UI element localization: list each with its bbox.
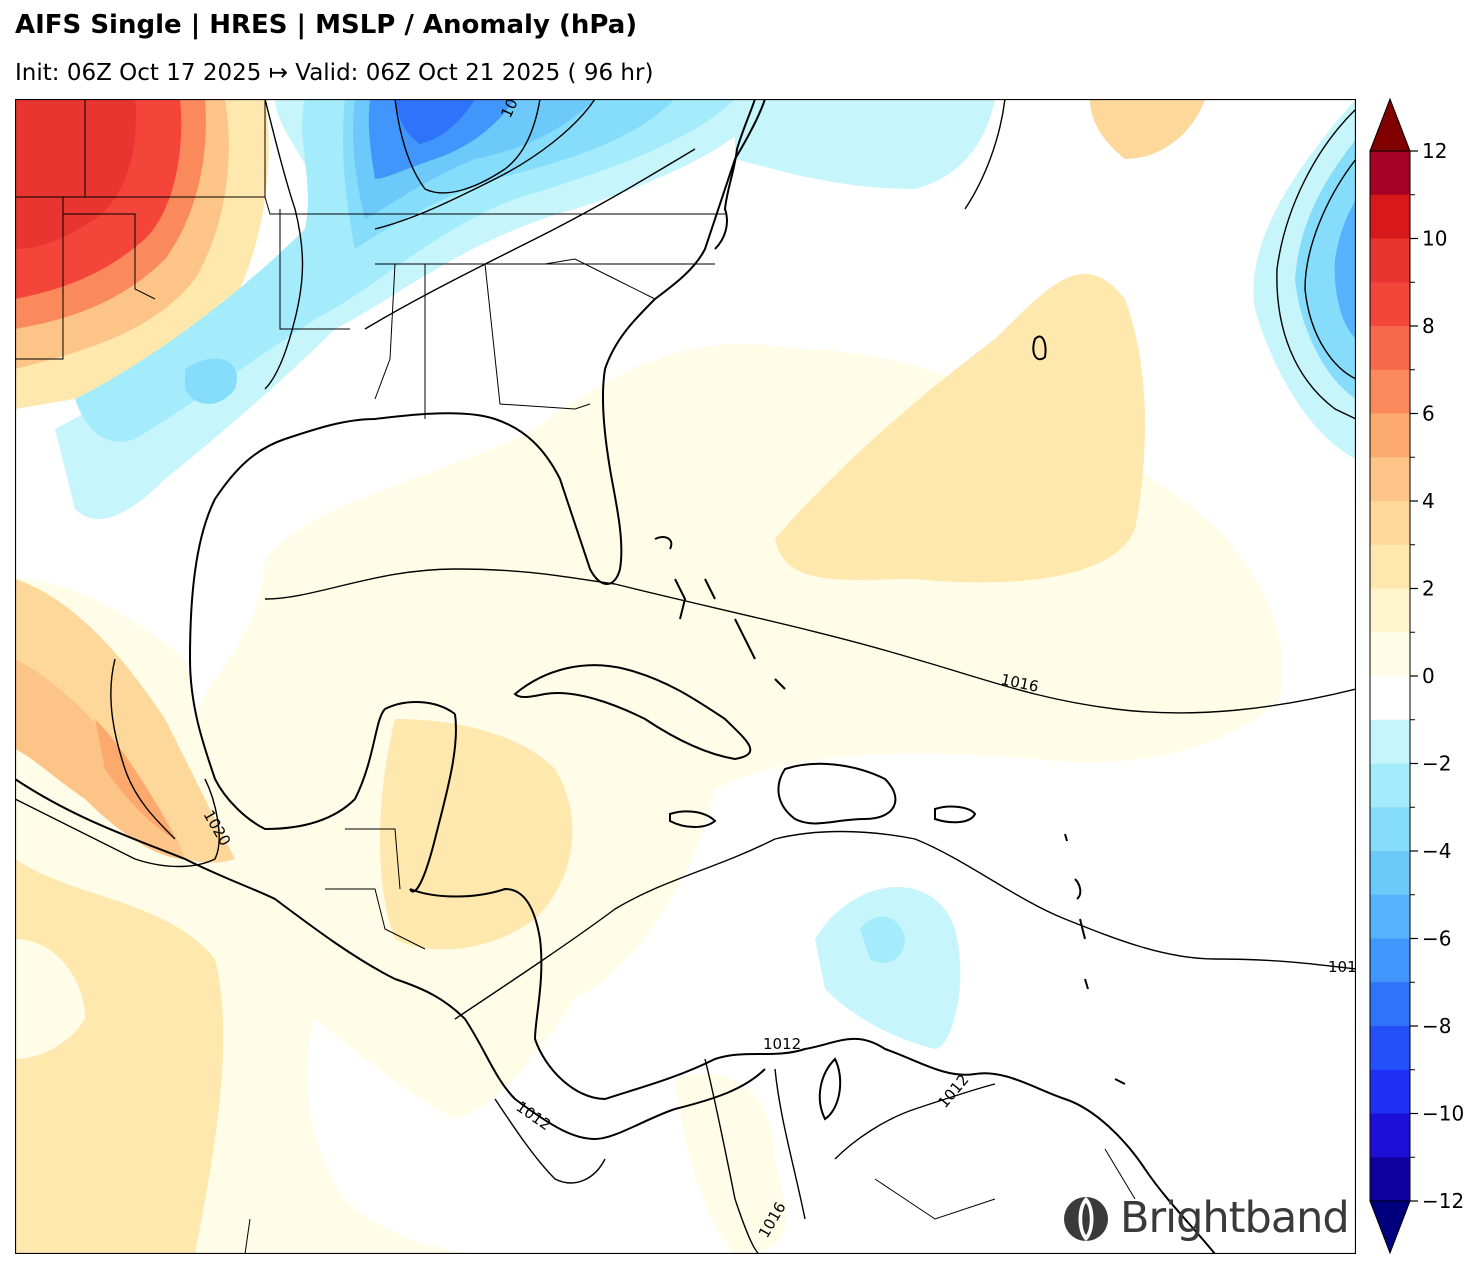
colorbar-band: [1370, 982, 1410, 1027]
contour-label-1012-a: 1012: [763, 1035, 801, 1053]
colorbar-band: [1370, 763, 1410, 808]
colorbar-tick-label: −2: [1422, 752, 1451, 776]
colorbar-tick-label: 4: [1422, 489, 1435, 513]
brightband-logo-icon: [1064, 1197, 1108, 1241]
anomaly-region-neg-small: [185, 358, 237, 404]
colorbar-band: [1370, 807, 1410, 852]
colorbar-band: [1370, 413, 1410, 458]
anomaly-region-pos3: [380, 719, 573, 950]
colorbar-band: [1370, 194, 1410, 239]
colorbar-band: [1370, 151, 1410, 196]
anomaly-region-neg-1: [55, 99, 775, 519]
colorbar-tick-label: −4: [1422, 839, 1451, 863]
colorbar-tick-label: 12: [1422, 139, 1447, 163]
colorbar-band: [1370, 1026, 1410, 1071]
anomaly-region-neg-east-3: [1334, 199, 1356, 339]
anomaly-region-pacific: [15, 859, 224, 1254]
colorbar-band: [1370, 632, 1410, 677]
colorbar-band: [1370, 1113, 1410, 1158]
anomaly-region-pos-south: [675, 1073, 786, 1254]
colorbar-band: [1370, 457, 1410, 502]
colorbar-under-arrow: [1369, 1200, 1411, 1255]
colorbar-band: [1370, 588, 1410, 633]
anomaly-region-mexico3: [95, 719, 175, 839]
colorbar-ticks: 12 10 8 6 4 2 0 −2 −4 −6 −8 −10 −12: [1410, 139, 1464, 1213]
isobars: [15, 99, 1356, 1254]
anomaly-region-neg-2: [75, 99, 735, 442]
brightband-logo: Brightband: [1062, 1192, 1352, 1246]
chart-subtitle: Init: 06Z Oct 17 2025 ↦ Valid: 06Z Oct 2…: [15, 60, 654, 86]
colorbar-band: [1370, 676, 1410, 721]
anomaly-region-mexico: [15, 579, 235, 863]
anomaly-region-neg-east-2: [1295, 139, 1356, 399]
colorbar-tick-label: 10: [1422, 227, 1447, 251]
political-borders: [15, 99, 1136, 1254]
colorbar-band: [1370, 938, 1410, 983]
anomaly-region-neg-ne: [735, 99, 995, 189]
brightband-logo-text: Brightband: [1120, 1193, 1350, 1243]
colorbar-band: [1370, 719, 1410, 764]
colorbar-band: [1370, 1157, 1410, 1202]
colorbar-tick-label: 0: [1422, 664, 1435, 688]
colorbar-tick-label: −8: [1422, 1014, 1451, 1038]
colorbar-band: [1370, 326, 1410, 371]
anomaly-region-pacific-inner: [15, 939, 85, 1059]
coastlines: [15, 99, 1216, 1254]
anomaly-region-neg-carib: [815, 886, 961, 1049]
contour-label-101-edge: 101: [1328, 958, 1356, 976]
colorbar-tick-label: −12: [1422, 1189, 1464, 1213]
colorbar-band: [1370, 1069, 1410, 1114]
colorbar-band: [1370, 282, 1410, 327]
colorbar-band: [1370, 501, 1410, 546]
colorbar-tick-label: −6: [1422, 927, 1451, 951]
colorbar-band: [1370, 544, 1410, 589]
anomaly-region-nw-5: [15, 99, 136, 249]
colorbar-over-arrow: [1369, 97, 1411, 152]
colorbar-band: [1370, 851, 1410, 896]
colorbar-band: [1370, 894, 1410, 939]
anomaly-region-neg-carib-inner: [860, 916, 905, 963]
anomaly-map: 1016 1020 1012 1012 1012 1016 101 101: [15, 99, 1356, 1254]
anomaly-region-pos2: [775, 273, 1145, 583]
colorbar-bands: [1370, 151, 1410, 1202]
colorbar-band: [1370, 238, 1410, 283]
colorbar-tick-label: −10: [1422, 1102, 1464, 1126]
colorbar-band: [1370, 369, 1410, 414]
anomaly-region-neg-6: [395, 99, 475, 144]
chart-title: AIFS Single | HRES | MSLP / Anomaly (hPa…: [15, 10, 638, 40]
colorbar-tick-label: 8: [1422, 314, 1435, 338]
anomaly-region-pos2-top: [1090, 99, 1205, 159]
colorbar-tick-label: 6: [1422, 402, 1435, 426]
colorbar-tick-label: 2: [1422, 577, 1435, 601]
colorbar: 12 10 8 6 4 2 0 −2 −4 −6 −8 −10 −12: [1369, 97, 1464, 1255]
